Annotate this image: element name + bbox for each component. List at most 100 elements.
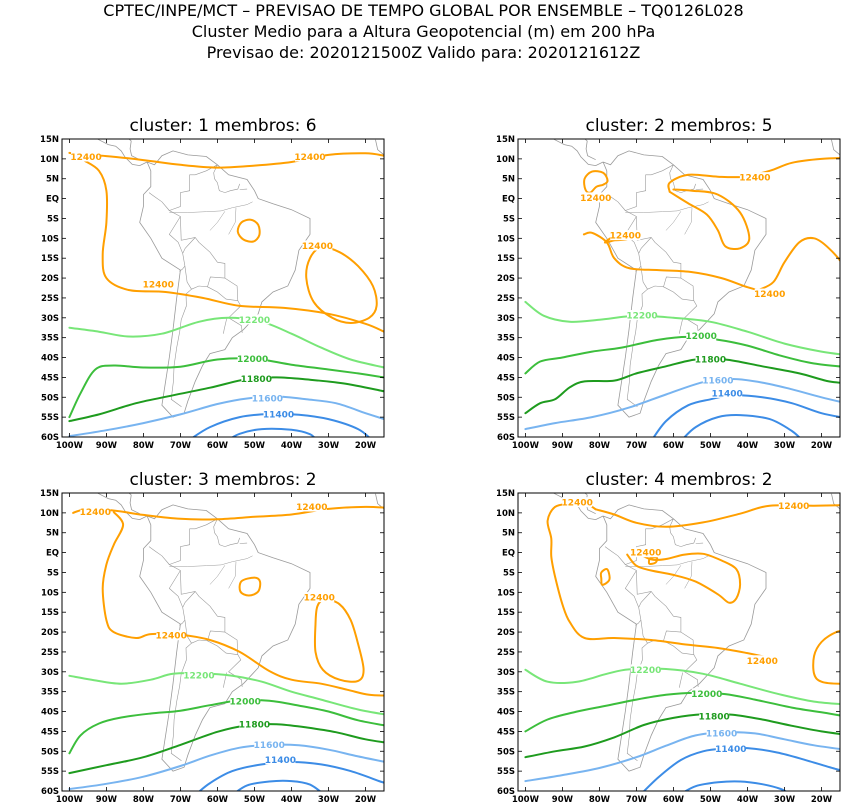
contour-label: 12200 (183, 671, 214, 681)
contour-label-backdrop (237, 353, 268, 364)
coastline (375, 139, 384, 156)
river (625, 201, 709, 213)
country-border (663, 286, 694, 301)
lat-tick-label: 10N (40, 155, 59, 165)
contour-12400 (101, 511, 384, 697)
map-panel-cluster-2: cluster: 2 membros: 5 12400 12400 12400 1240… (496, 116, 841, 451)
contour-label: 11800 (699, 712, 730, 722)
lat-tick-label: 20S (497, 628, 515, 638)
country-border (182, 237, 196, 254)
contour-label-backdrop (252, 393, 283, 404)
contour-label-backdrop (230, 696, 261, 707)
contour-layer (68, 151, 384, 437)
lat-tick-label: 50S (41, 393, 59, 403)
figure-header: CPTEC/INPE/MCT – PREVISAO DE TEMPO GLOBA… (0, 0, 847, 63)
lat-tick-label: 20S (41, 274, 59, 284)
lat-tick-label: 5N (502, 529, 515, 539)
country-border (669, 518, 696, 547)
lat-tick-label: 55S (41, 767, 59, 777)
map-frame (61, 138, 385, 438)
header-line-2: Cluster Medio para a Altura Geopotencial… (191, 22, 656, 41)
lon-tick-label: 90W (552, 441, 574, 451)
lat-tick-label: 30S (497, 668, 515, 678)
contour-11400 (683, 780, 788, 791)
contour-12000 (68, 357, 384, 419)
contour-12400 (757, 236, 840, 291)
lat-tick-label: 5N (46, 175, 59, 185)
river (228, 561, 237, 589)
country-border (184, 620, 225, 644)
contour-12400 (583, 170, 609, 194)
contour-label: 12400 (630, 549, 661, 559)
contour-12400 (599, 568, 611, 586)
coastline (96, 493, 148, 521)
lat-tick-label: 60S (41, 787, 59, 797)
river (665, 565, 682, 585)
contour-layer (68, 505, 384, 791)
lat-tick-label: 50S (497, 393, 515, 403)
lon-tick-label: 60W (663, 795, 685, 803)
contour-11800 (68, 723, 384, 775)
lat-tick-label: 40S (41, 354, 59, 364)
contour-label: 12400 (296, 503, 327, 513)
country-border (638, 591, 652, 608)
contour-11400 (652, 394, 840, 437)
contour-11400 (683, 414, 801, 437)
contour-label-backdrop (302, 240, 333, 251)
country-border (624, 216, 642, 272)
country-border (207, 286, 238, 301)
lat-tick-label: 50S (497, 747, 515, 757)
map-frame (517, 138, 841, 438)
lon-tick-label: 50W (700, 441, 722, 451)
lat-tick-label: 10N (496, 509, 515, 519)
contour-12200 (524, 667, 840, 706)
contour-label-backdrop (254, 739, 285, 750)
coastline (831, 139, 840, 156)
lat-tick-label: 5N (46, 529, 59, 539)
contour-label: 12400 (80, 508, 111, 518)
river (228, 207, 237, 235)
contour-label-backdrop (294, 151, 325, 162)
lon-tick-label: 20W (355, 441, 377, 451)
lat-tick-label: 55S (497, 767, 515, 777)
coastline (569, 139, 596, 161)
country-border (184, 266, 225, 290)
contour-label-backdrop (691, 688, 722, 699)
contour-11800 (524, 712, 840, 759)
lat-tick-label: 40S (497, 354, 515, 364)
lon-tick-label: 90W (552, 795, 574, 803)
lat-tick-label: 55S (41, 413, 59, 423)
lon-tick-label: 50W (244, 795, 266, 803)
contour-label: 12400 (143, 281, 174, 291)
contour-label-backdrop (239, 314, 270, 325)
contour-label-backdrop (626, 310, 657, 321)
lat-tick-label: 45S (41, 373, 59, 383)
lon-tick-label: 50W (700, 795, 722, 803)
map-frame (517, 492, 841, 792)
contour-12400 (305, 246, 378, 324)
lon-tick-label: 60W (663, 441, 685, 451)
river (169, 201, 253, 213)
contour-label-backdrop (702, 374, 733, 385)
contour-11600 (524, 377, 840, 431)
lon-tick-label: 90W (96, 441, 118, 451)
lat-tick-label: 60S (497, 787, 515, 797)
country-border (148, 192, 170, 211)
river (169, 555, 253, 567)
contour-label: 12200 (239, 316, 270, 326)
lat-tick-label: 55S (497, 413, 515, 423)
lat-tick-label: 45S (497, 373, 515, 383)
lon-tick-label: 20W (811, 795, 833, 803)
coastline-layer (552, 493, 840, 772)
contour-label: 11800 (241, 375, 272, 385)
map-panel-cluster-1: cluster: 1 membros: 6 12400 12400 12400 1240… (40, 116, 385, 451)
lat-tick-label: 20S (497, 274, 515, 284)
contour-12400 (647, 556, 659, 565)
lon-tick-label: 80W (133, 441, 155, 451)
country-border (638, 237, 652, 254)
contour-label: 12400 (156, 632, 187, 642)
contour-label-backdrop (706, 727, 737, 738)
contour-label: 12400 (70, 153, 101, 163)
contour-12400 (238, 576, 262, 597)
